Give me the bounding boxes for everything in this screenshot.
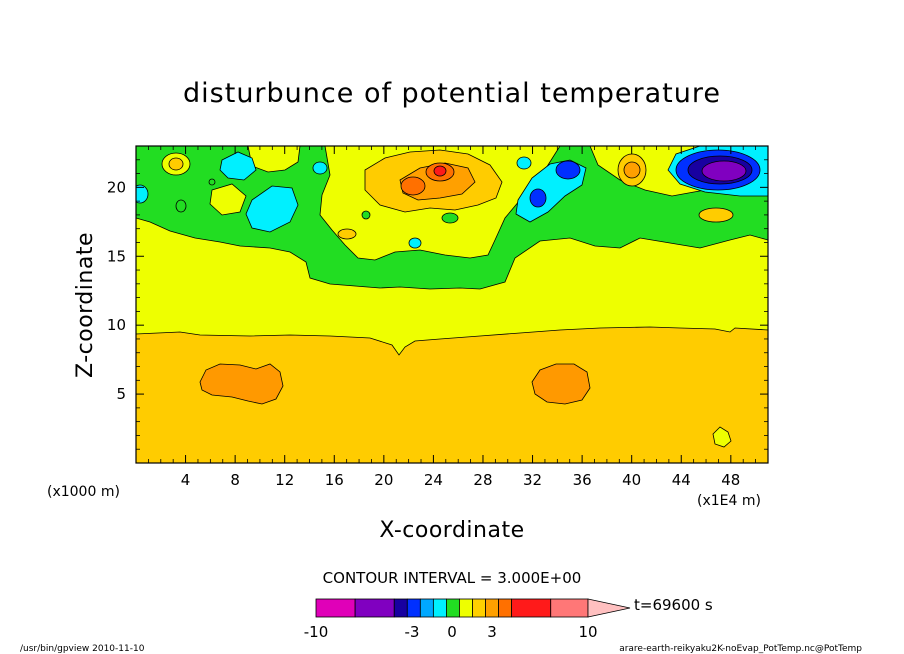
plot-area bbox=[136, 146, 768, 463]
contour-cyan-5 bbox=[312, 161, 328, 175]
contour-purple-core bbox=[701, 160, 747, 182]
footer-left: /usr/bin/gpview 2010-11-10 bbox=[20, 644, 145, 654]
colorbar-segment bbox=[419, 598, 434, 618]
footer-right: arare-earth-reikyaku2K-noEvap_PotTemp.nc… bbox=[619, 644, 862, 654]
x-tick-label: 24 bbox=[424, 471, 443, 489]
contour-orange-9 bbox=[337, 228, 357, 240]
contour-interval-label: CONTOUR INTERVAL = 3.000E+00 bbox=[323, 569, 582, 587]
contour-yellow-3 bbox=[209, 183, 247, 216]
colorbar-segment bbox=[393, 598, 408, 618]
contour-cyan-1 bbox=[219, 151, 257, 181]
contour-orange-3 bbox=[400, 176, 426, 196]
contour-orange-7 bbox=[168, 157, 184, 171]
colorbar-segment bbox=[432, 598, 447, 618]
x-tick-label: 28 bbox=[473, 471, 492, 489]
colorbar-segment bbox=[354, 598, 395, 618]
y-tick-label: 5 bbox=[116, 385, 126, 403]
colorbar-tick-label: 10 bbox=[578, 623, 597, 641]
colorbar-segment bbox=[446, 598, 460, 618]
contour-cyan-4 bbox=[408, 237, 422, 249]
colorbar-segment bbox=[406, 598, 421, 618]
contour-lower-yellow bbox=[712, 426, 732, 448]
contour-lower-orange-1 bbox=[199, 363, 284, 405]
colorbar-ticks: -10 -3 0 3 10 bbox=[304, 623, 598, 641]
contour-blue-2 bbox=[529, 188, 547, 208]
colorbar-segment bbox=[511, 598, 552, 618]
y-tick-label: 20 bbox=[107, 178, 126, 196]
colorbar bbox=[315, 598, 631, 618]
contour-cyan-7 bbox=[516, 156, 532, 170]
x-tick-label: 16 bbox=[325, 471, 344, 489]
colorbar-segment bbox=[550, 598, 589, 618]
colorbar-segment bbox=[472, 598, 486, 618]
x-tick-label: 4 bbox=[181, 471, 191, 489]
contour-lower-orange-2 bbox=[531, 363, 591, 405]
contour-blue-1 bbox=[555, 160, 581, 180]
y-tick-label: 15 bbox=[107, 247, 126, 265]
colorbar-tick-label: 3 bbox=[487, 623, 497, 641]
x-unit-label: (x1000 m) bbox=[47, 484, 120, 500]
chart-title: disturbunce of potential temperature bbox=[183, 78, 721, 109]
contour-red-core bbox=[433, 165, 447, 177]
time-label: t=69600 s bbox=[634, 596, 713, 614]
colorbar-tick-label: -3 bbox=[405, 623, 420, 641]
x-scale-label: (x1E4 m) bbox=[697, 493, 761, 509]
x-tick-label: 12 bbox=[275, 471, 294, 489]
contour-green-1 bbox=[441, 212, 459, 224]
contour-cyan-6 bbox=[136, 184, 149, 204]
colorbar-tick-label: 0 bbox=[447, 623, 457, 641]
x-axis-label: X-coordinate bbox=[379, 518, 524, 543]
y-axis-label: Z-coordinate bbox=[73, 232, 98, 378]
x-tick-label: 32 bbox=[523, 471, 542, 489]
contour-green-4 bbox=[208, 178, 216, 186]
colorbar-segment bbox=[498, 598, 513, 618]
x-tick-label: 20 bbox=[374, 471, 393, 489]
colorbar-end-triangle bbox=[587, 598, 631, 618]
plot-frame bbox=[135, 145, 769, 464]
contour-green-3 bbox=[175, 199, 187, 213]
x-axis-ticks: 4 8 12 16 20 24 28 32 36 40 44 48 bbox=[147, 146, 757, 489]
y-tick-label: 10 bbox=[107, 316, 126, 334]
contour-green-2 bbox=[361, 210, 371, 220]
x-tick-label: 36 bbox=[573, 471, 592, 489]
x-tick-label: 44 bbox=[672, 471, 691, 489]
y-axis-ticks: 5 10 15 20 bbox=[107, 159, 768, 450]
colorbar-segment bbox=[315, 598, 356, 618]
contour-orange-6 bbox=[623, 161, 641, 179]
colorbar-segment bbox=[459, 598, 473, 618]
x-tick-label: 40 bbox=[622, 471, 641, 489]
x-tick-label: 8 bbox=[230, 471, 240, 489]
contour-orange-8 bbox=[698, 207, 734, 223]
colorbar-tick-label: -10 bbox=[304, 623, 329, 641]
contour-cyan-2 bbox=[245, 185, 299, 233]
colorbar-segment bbox=[485, 598, 499, 618]
x-tick-label: 48 bbox=[721, 471, 740, 489]
